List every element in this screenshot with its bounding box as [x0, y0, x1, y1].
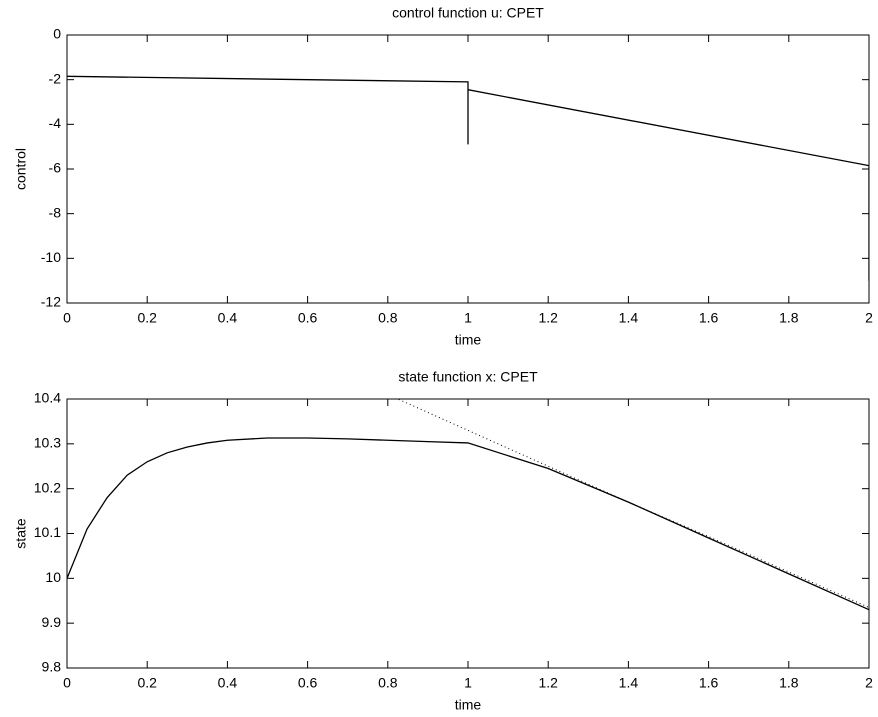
x-tick-label: 1.2: [538, 675, 558, 691]
y-tick-label: -2: [49, 70, 62, 86]
x-tick-label: 2: [865, 675, 873, 691]
y-tick-label: -8: [49, 204, 62, 220]
series-line: [396, 399, 869, 608]
y-tick-label: 10.3: [34, 435, 61, 451]
axes-box: [66, 398, 870, 669]
x-tick-label: 0.2: [137, 675, 157, 691]
y-tick-label: 0: [53, 26, 61, 42]
y-tick-label: 10.2: [34, 479, 61, 495]
y-tick-label: 9.8: [42, 659, 62, 675]
x-tick-label: 2: [865, 310, 873, 326]
x-tick-label: 0.8: [378, 675, 398, 691]
y-tick-label: 10.1: [34, 524, 61, 540]
x-tick-label: 0: [63, 675, 71, 691]
x-tick-label: 0.6: [298, 675, 318, 691]
y-tick-label: 10.4: [34, 390, 61, 406]
x-tick-label: 0.4: [218, 310, 238, 326]
y-axis-label: state: [13, 518, 29, 549]
x-tick-label: 0.2: [137, 310, 157, 326]
series-line: [67, 75, 869, 281]
y-axis-label: control: [13, 148, 29, 190]
x-tick-label: 1: [464, 675, 472, 691]
y-tick-label: 10: [45, 569, 61, 585]
series-line: [67, 437, 869, 611]
y-tick-label: -6: [49, 160, 62, 176]
x-tick-label: 0: [63, 310, 71, 326]
x-tick-label: 1.2: [538, 310, 558, 326]
plot-area: [67, 75, 869, 281]
chart-title: state function x: CPET: [398, 369, 538, 385]
y-tick-label: -4: [49, 115, 62, 131]
x-axis-label: time: [455, 332, 482, 348]
x-tick-label: 1: [464, 310, 472, 326]
x-axis-label: time: [455, 697, 482, 713]
x-tick-label: 0.6: [298, 310, 318, 326]
chart-title: control function u: CPET: [392, 5, 544, 21]
axes-box: [66, 34, 870, 304]
x-tick-label: 1.4: [619, 310, 639, 326]
plot-area: [67, 399, 869, 611]
y-tick-label: 9.9: [42, 614, 62, 630]
x-tick-label: 1.8: [779, 310, 799, 326]
x-tick-label: 0.8: [378, 310, 398, 326]
x-tick-label: 1.6: [699, 675, 719, 691]
x-tick-label: 1.4: [619, 675, 639, 691]
x-tick-label: 0.4: [218, 675, 238, 691]
x-tick-label: 1.6: [699, 310, 719, 326]
y-tick-label: -10: [41, 249, 61, 265]
x-tick-label: 1.8: [779, 675, 799, 691]
y-tick-label: -12: [41, 294, 61, 310]
